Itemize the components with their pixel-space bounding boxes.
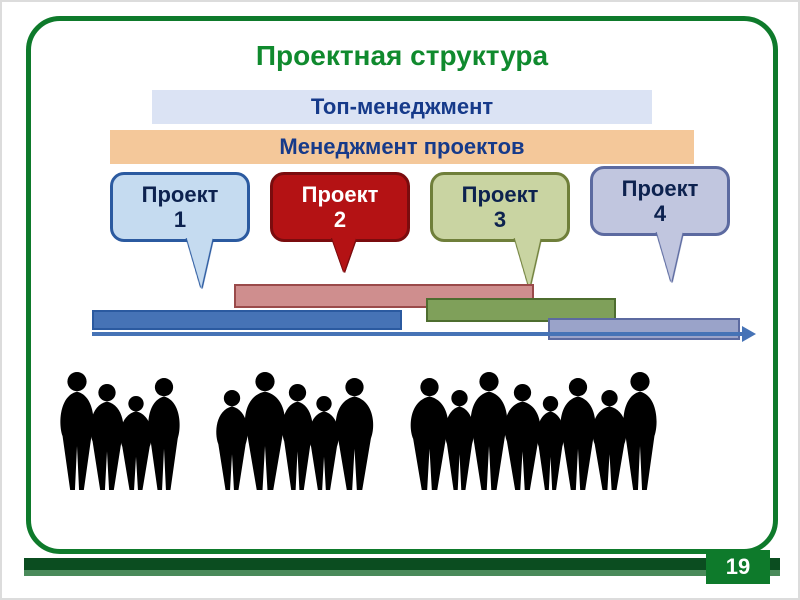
slide-title: Проектная структура [82,40,722,72]
person-silhouette [333,376,376,495]
slide-outer: Проектная структура Топ-менеджмент Менед… [0,0,800,600]
project-callout-4: Проект 4 [590,166,730,236]
band-project-management: Менеджмент проектов [110,130,694,164]
page-number: 19 [706,550,770,584]
people-group-1 [62,370,178,495]
people-group-3 [412,370,655,495]
timeline-arrowhead [742,326,756,342]
gantt-bar-4 [548,318,740,340]
project-callout-tail-2 [332,238,356,272]
band-top-management: Топ-менеджмент [152,90,652,124]
project-callout-1: Проект 1 [110,172,250,242]
people-group-2 [218,370,372,495]
person-silhouette [621,370,659,495]
person-silhouette [146,376,182,495]
project-callout-2: Проект 2 [270,172,410,242]
timeline-axis [92,332,742,336]
project-callout-3: Проект 3 [430,172,570,242]
gantt-bar-1 [92,310,402,330]
people-silhouettes [62,370,655,495]
footer-bar-mid [24,570,780,576]
footer-bar-dark [24,558,780,570]
